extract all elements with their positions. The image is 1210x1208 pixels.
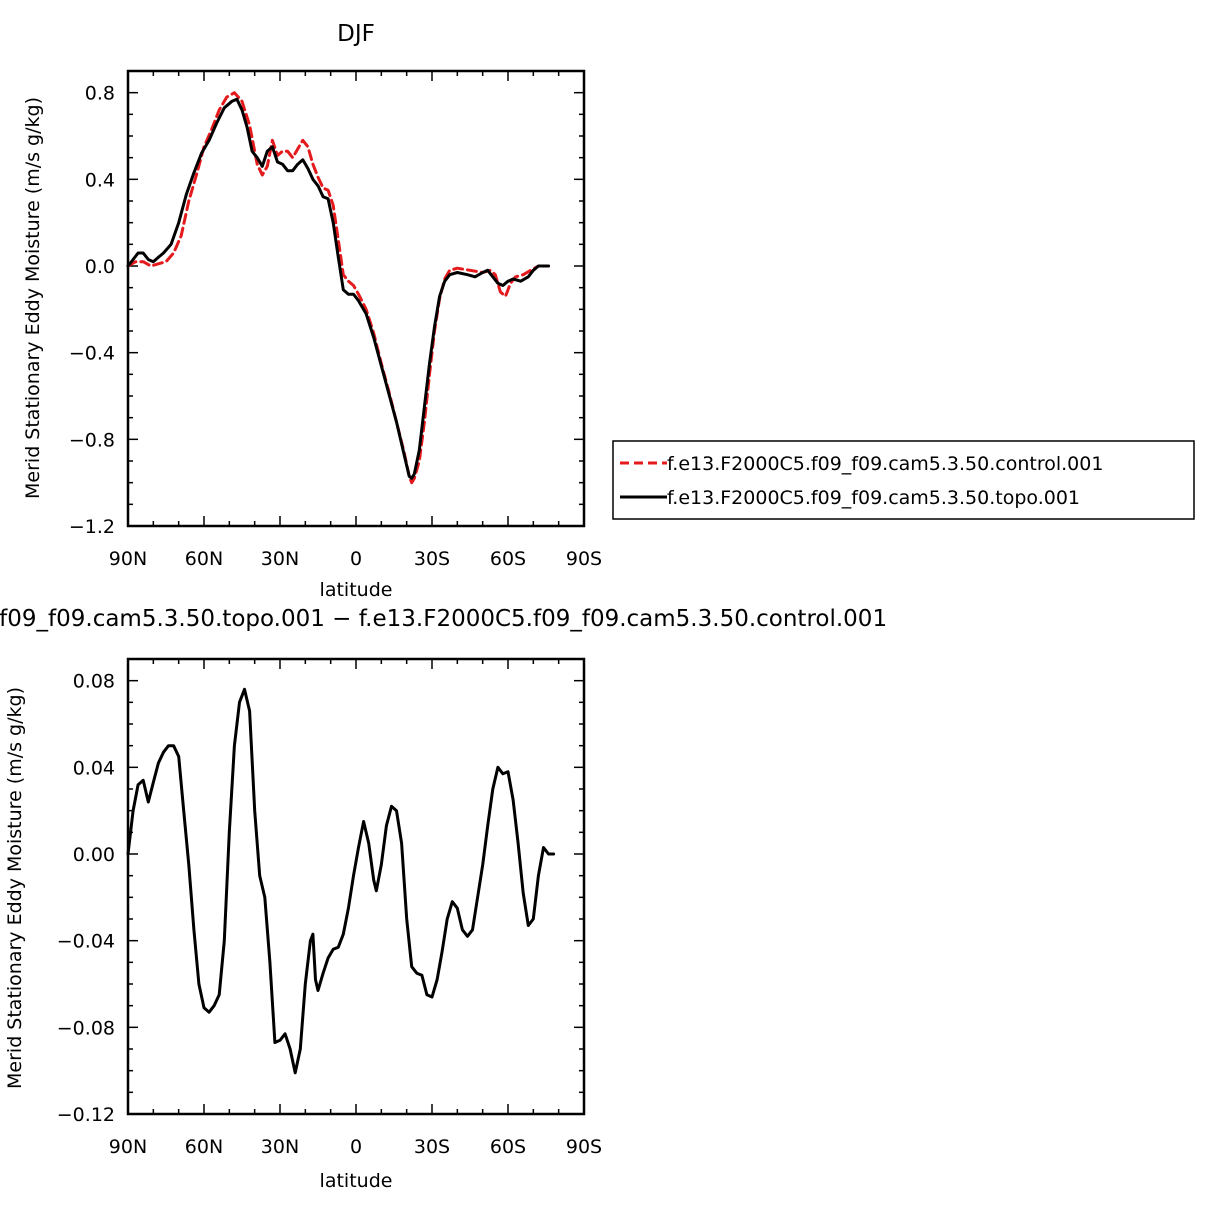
y-tick-label: −0.08 — [57, 1017, 115, 1039]
y-tick-label: −0.4 — [69, 343, 115, 365]
x-tick-label: 30N — [261, 548, 299, 570]
x-tick-label: 30S — [414, 548, 450, 570]
x-tick-label: 0 — [350, 1136, 362, 1158]
x-axis-title: latitude — [320, 1170, 393, 1192]
y-tick-label: 0.8 — [85, 83, 115, 105]
plot-frame — [126, 69, 586, 528]
x-tick-label: 60S — [490, 548, 526, 570]
x-tick-label: 30N — [261, 1136, 299, 1158]
y-tick-label: −1.2 — [69, 516, 115, 538]
x-tick-label: 60N — [185, 548, 223, 570]
x-tick-label: 60S — [490, 1136, 526, 1158]
x-tick-label: 30S — [414, 1136, 450, 1158]
series-line-0 — [126, 687, 556, 1075]
x-tick-label: 90S — [566, 548, 602, 570]
series-line-1 — [126, 97, 550, 480]
panel-title: f.e13.F2000C5.f09_f09.cam5.3.50.topo.001… — [0, 606, 887, 632]
legend-label-topo: f.e13.F2000C5.f09_f09.cam5.3.50.topo.001 — [667, 487, 1080, 509]
panel-difference: f.e13.F2000C5.f09_f09.cam5.3.50.topo.001… — [0, 606, 887, 1192]
x-tick-label: 90N — [109, 1136, 147, 1158]
y-tick-label: −0.04 — [57, 931, 115, 953]
x-tick-label: 60N — [185, 1136, 223, 1158]
y-tick-label: 0.04 — [73, 757, 115, 779]
y-axis-title: Merid Stationary Eddy Moisture (m/s g/kg… — [4, 687, 26, 1089]
series-line-0 — [126, 91, 550, 485]
y-tick-label: 0.00 — [73, 844, 115, 866]
y-tick-label: 0.08 — [73, 671, 115, 693]
series-layer — [126, 687, 556, 1075]
y-axis-title: Merid Stationary Eddy Moisture (m/s g/kg… — [22, 97, 44, 499]
tick-labels: 90N 60N 30N 0 30S 60S 90S 0.8 0.4 0.0 −0.4 −0.8 −1.2 — [69, 83, 602, 570]
y-tick-label: 0.4 — [85, 169, 115, 191]
x-axis-title: latitude — [320, 579, 393, 601]
panel-djf: DJF Merid Stationary Eddy Moisture (m/s … — [22, 21, 1195, 601]
y-tick-label: 0.0 — [85, 256, 115, 278]
legend: f.e13.F2000C5.f09_f09.cam5.3.50.control.… — [612, 440, 1195, 520]
y-tick-label: −0.12 — [57, 1104, 115, 1126]
y-tick-label: −0.8 — [69, 429, 115, 451]
plot-frame — [126, 657, 586, 1116]
x-tick-label: 0 — [350, 548, 362, 570]
series-layer — [126, 91, 550, 485]
tick-marks — [127, 658, 585, 1115]
x-tick-label: 90S — [566, 1136, 602, 1158]
panel-title: DJF — [337, 21, 375, 47]
legend-label-control: f.e13.F2000C5.f09_f09.cam5.3.50.control.… — [667, 453, 1103, 475]
legend-box — [612, 440, 1195, 520]
tick-labels: 90N 60N 30N 0 30S 60S 90S 0.08 0.04 0.00 −0.04 −0.0… — [57, 671, 602, 1158]
x-tick-label: 90N — [109, 548, 147, 570]
